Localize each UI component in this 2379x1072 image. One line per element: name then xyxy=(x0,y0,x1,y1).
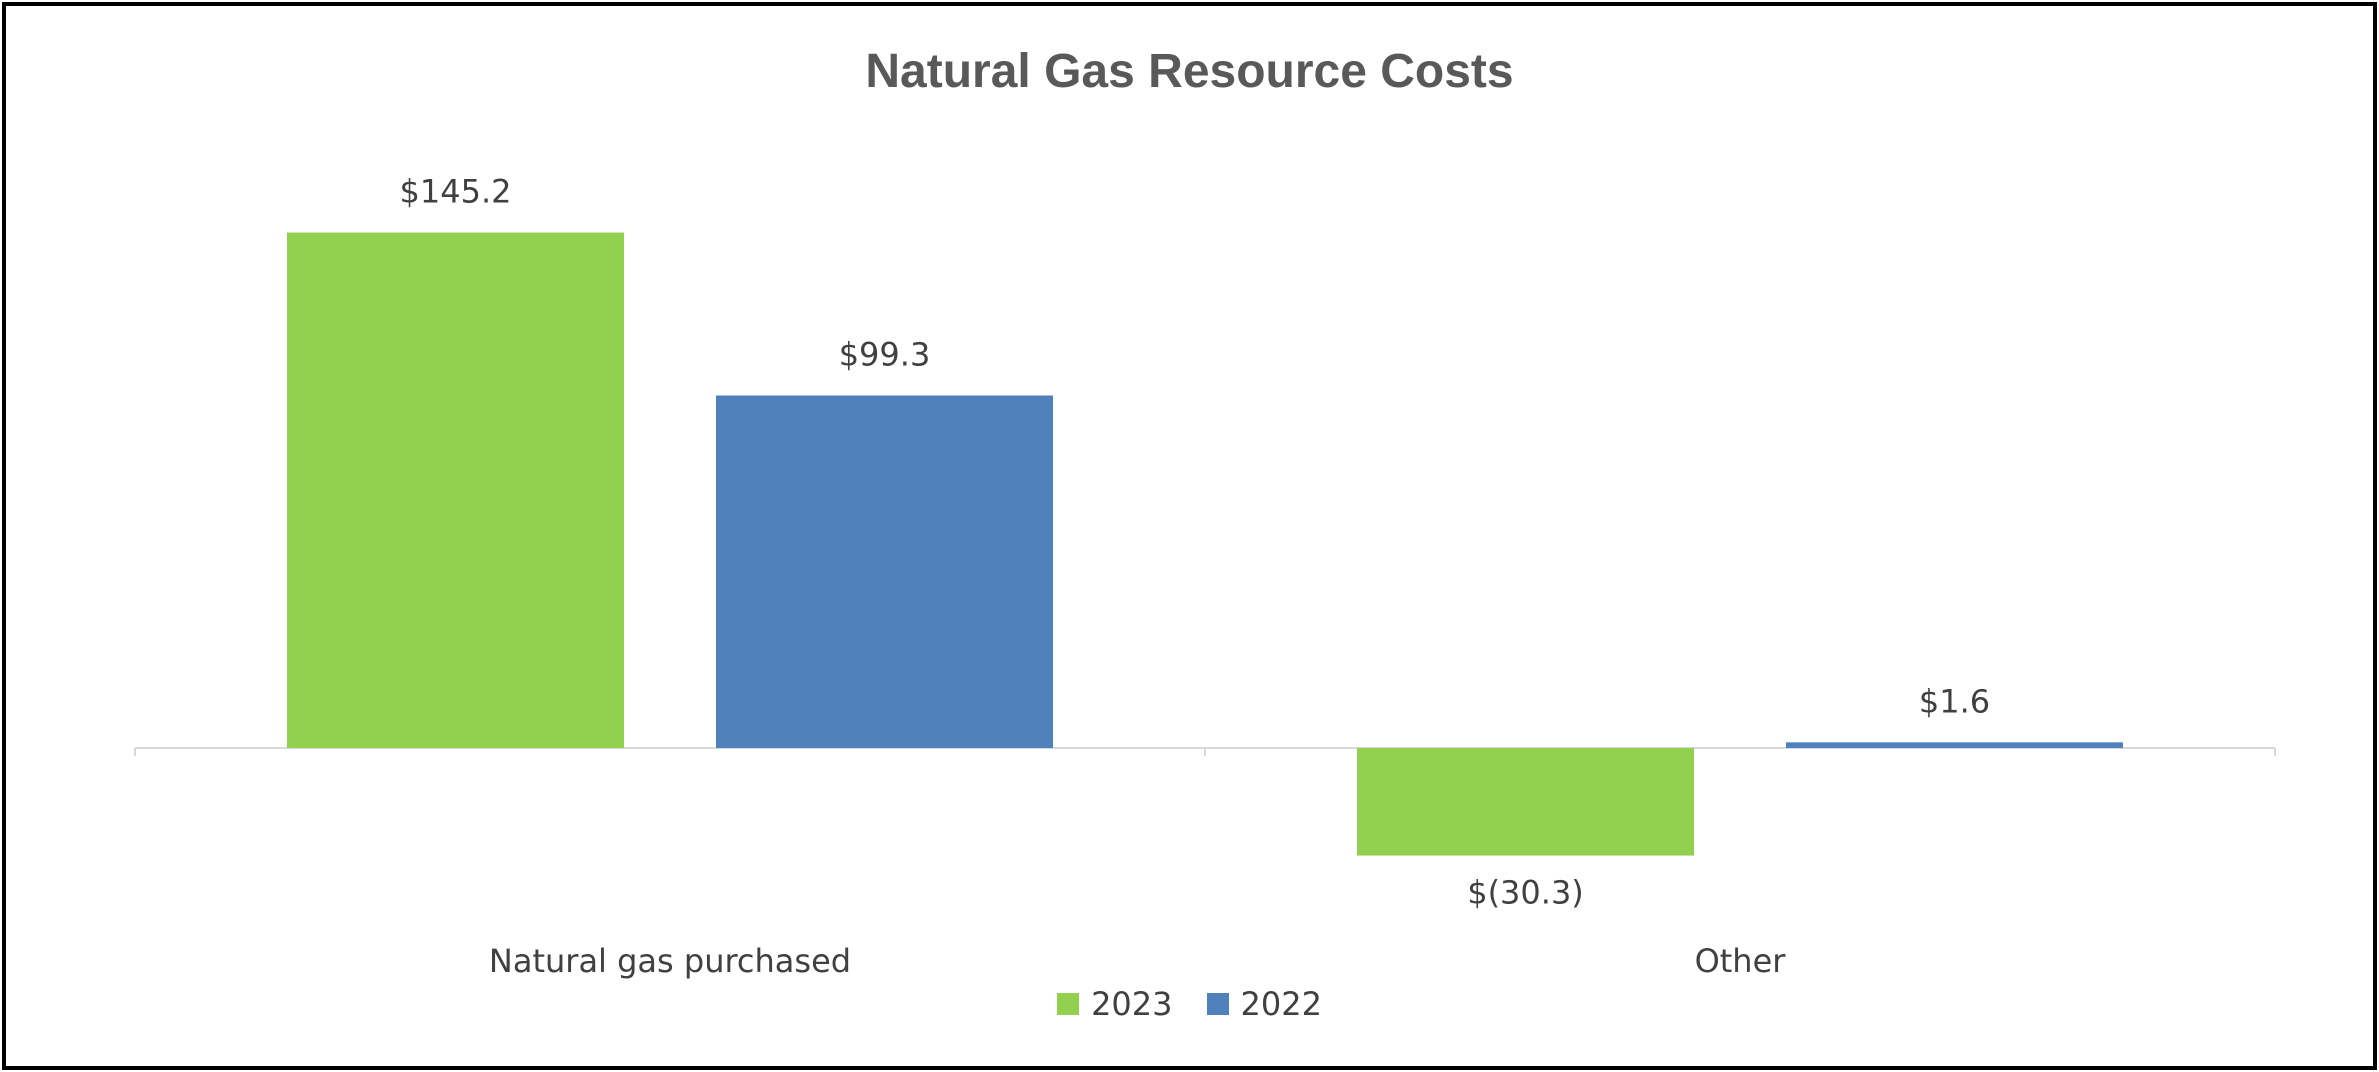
legend-label-2023: 2023 xyxy=(1091,985,1173,1023)
bar-2022-2 xyxy=(1786,742,2123,748)
legend-item-2023: 2023 xyxy=(1057,985,1173,1023)
legend-label-2022: 2022 xyxy=(1240,985,1322,1023)
legend: 2023 2022 xyxy=(0,985,2379,1023)
legend-swatch-2023 xyxy=(1057,993,1080,1015)
legend-item-2022: 2022 xyxy=(1206,985,1322,1023)
bar-2023-2 xyxy=(1357,748,1694,856)
chart-title: Natural Gas Resource Costs xyxy=(865,45,1514,98)
data-label-2023-2: $(30.3) xyxy=(1467,874,1584,912)
bar-2023-1 xyxy=(287,232,624,749)
category-label-2: Other xyxy=(1695,942,1787,980)
data-label-2022-1: $99.3 xyxy=(839,335,931,373)
data-label-2023-1: $145.2 xyxy=(400,173,512,211)
legend-swatch-2022 xyxy=(1206,993,1229,1015)
category-label-1: Natural gas purchased xyxy=(489,942,851,980)
bar-2022-1 xyxy=(716,395,1053,748)
data-label-2022-2: $1.6 xyxy=(1919,682,1990,720)
